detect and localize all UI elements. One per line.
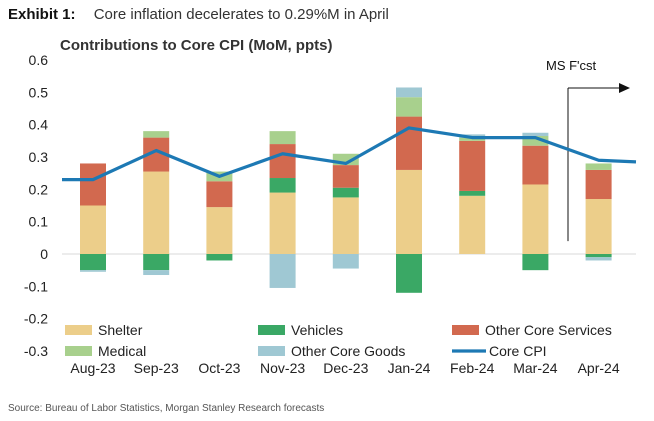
legend-swatch-medical [65,346,92,356]
exhibit-header: Exhibit 1: Core inflation decelerates to… [8,6,389,23]
y-axis: 0.6 0.5 0.4 0.3 0.2 0.1 0 -0.1 -0.2 -0.3 [24,52,48,359]
core-cpi-line-series [62,126,637,182]
bar-other-core-goods-jan-24 [396,87,422,98]
forecast-marker [567,83,630,242]
bar-vehicles-aug-23 [80,254,106,271]
legend-label-other-core-goods: Other Core Goods [291,343,405,359]
bar-vehicles-jan-24 [396,254,422,293]
forecast-arrow-head [619,83,630,93]
forecast-label: MS F'cst [546,58,597,73]
bar-medical-feb-24 [459,137,486,141]
bar-other-core-services-feb-24 [459,140,486,191]
x-tick-label: Feb-24 [450,360,495,376]
bar-vehicles-mar-24 [522,254,549,271]
legend-label-medical: Medical [98,343,146,359]
x-tick-label: Sep-23 [134,360,179,376]
bar-vehicles-sep-23 [143,254,170,271]
y-tick-label: 0.2 [29,181,49,197]
bar-other-core-goods-sep-23 [143,270,170,276]
x-tick-label: Oct-23 [198,360,240,376]
y-tick-label: -0.2 [24,311,48,327]
legend-label-vehicles: Vehicles [291,322,343,338]
y-tick-label: 0 [40,246,48,262]
bar-other-core-goods-apr-24 [585,257,612,261]
legend-swatch-shelter [65,325,92,335]
legend-label-other-core-services: Other Core Services [485,322,612,338]
y-tick-label: 0.1 [29,214,49,230]
bar-other-core-services-jan-24 [396,116,422,170]
bar-medical-jan-24 [396,97,422,117]
core-cpi-line [62,126,637,182]
bar-other-core-goods-mar-24 [522,132,549,136]
legend-swatch-vehicles [258,325,285,335]
x-tick-label: Dec-23 [323,360,368,376]
bar-shelter-aug-23 [80,205,106,254]
bar-other-core-services-apr-24 [585,169,612,200]
bar-vehicles-nov-23 [269,178,296,193]
bar-vehicles-oct-23 [206,254,233,261]
bar-other-core-goods-dec-23 [332,254,359,269]
y-tick-label: 0.3 [29,149,49,165]
bar-shelter-mar-24 [522,184,549,254]
bar-medical-nov-23 [269,131,296,145]
bar-shelter-oct-23 [206,207,233,254]
bar-medical-sep-23 [143,131,170,138]
bar-other-core-services-mar-24 [522,145,549,185]
bar-other-core-services-oct-23 [206,181,233,208]
chart-title: Contributions to Core CPI (MoM, ppts) [60,37,333,54]
legend-swatch-other-core-services [452,325,479,335]
x-tick-label: Jan-24 [388,360,431,376]
bar-other-core-goods-nov-23 [269,254,296,288]
bar-shelter-jan-24 [396,169,422,254]
x-tick-label: Nov-23 [260,360,305,376]
bar-other-core-services-nov-23 [269,144,296,179]
bar-other-core-goods-aug-23 [80,270,106,272]
y-tick-label: -0.3 [24,343,48,359]
y-tick-label: -0.1 [24,278,48,294]
bar-shelter-dec-23 [332,197,359,254]
bar-other-core-services-aug-23 [80,163,106,206]
x-tick-label: Aug-23 [70,360,115,376]
bar-vehicles-feb-24 [459,190,486,196]
bar-medical-mar-24 [522,135,549,146]
y-tick-label: 0.4 [29,117,49,133]
legend-label-core-cpi: Core CPI [489,343,547,359]
exhibit-label: Exhibit 1: [8,6,76,23]
bar-shelter-nov-23 [269,192,296,254]
bar-shelter-sep-23 [143,171,170,254]
bar-shelter-feb-24 [459,195,486,254]
bar-vehicles-dec-23 [332,187,359,198]
bar-other-core-services-dec-23 [332,165,359,188]
source-note: Source: Bureau of Labor Statistics, Morg… [8,403,325,414]
x-tick-label: Apr-24 [578,360,620,376]
y-tick-label: 0.6 [29,52,49,68]
legend-label-shelter: Shelter [98,322,143,338]
x-axis: Aug-23 Sep-23 Oct-23 Nov-23 Dec-23 Jan-24 Feb-… [70,360,619,376]
exhibit-title: Core inflation decelerates to 0.29%M in … [93,6,389,23]
bar-medical-apr-24 [585,163,612,170]
bar-medical-dec-23 [332,153,359,166]
legend: Shelter Vehicles Other Core Services Medica… [65,322,612,359]
x-tick-label: Mar-24 [513,360,558,376]
bar-series [80,87,612,293]
legend-swatch-other-core-goods [258,346,285,356]
bar-vehicles-apr-24 [585,254,612,258]
bar-shelter-apr-24 [585,199,612,254]
y-tick-label: 0.5 [29,84,49,100]
